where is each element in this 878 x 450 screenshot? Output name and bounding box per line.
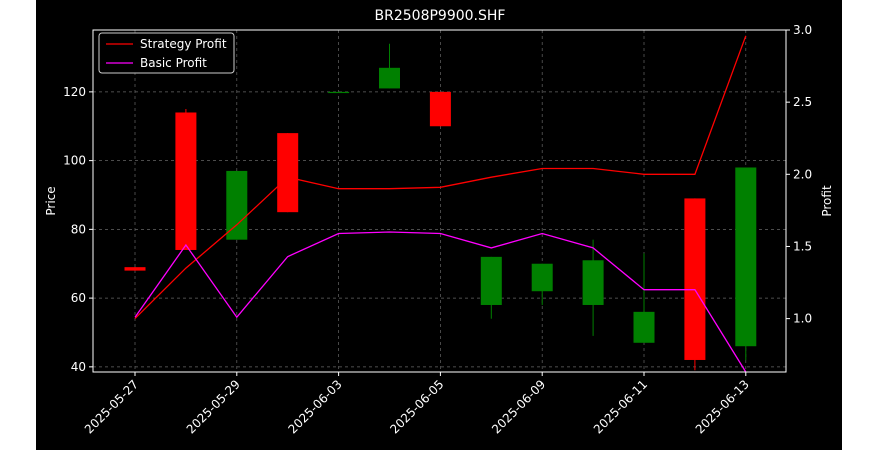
legend-label-basic: Basic Profit xyxy=(140,56,207,70)
y-left-tick-label-4: 120 xyxy=(63,85,86,99)
y-right-tick-label-3: 2.5 xyxy=(793,95,812,109)
y-left-tick-label-1: 60 xyxy=(71,291,86,305)
legend: Strategy Profit Basic Profit xyxy=(98,32,235,74)
y-axis-left-label: Price xyxy=(44,186,58,215)
y-right-tick-label-2: 2.0 xyxy=(793,167,812,181)
candle-body-3 xyxy=(277,133,299,213)
right-axis: 1.0 1.5 2.0 2.5 3.0 xyxy=(786,23,812,326)
y-left-tick-label-0: 40 xyxy=(71,360,86,374)
y-axis-right-label: Profit xyxy=(820,185,834,217)
candle-body-7 xyxy=(480,256,502,305)
candle-body-10 xyxy=(633,311,655,343)
legend-label-strategy: Strategy Profit xyxy=(140,37,227,51)
candle-body-5 xyxy=(379,67,400,89)
candle-body-2 xyxy=(226,170,248,240)
candle-body-11 xyxy=(684,198,706,360)
candle-body-0 xyxy=(124,267,146,271)
y-right-tick-label-4: 3.0 xyxy=(793,23,812,37)
plot-area xyxy=(93,30,786,372)
series-line-1 xyxy=(134,231,747,373)
y-right-tick-label-1: 1.5 xyxy=(793,239,812,253)
profit-lines xyxy=(134,35,747,373)
chart-title: BR2508P9900.SHF xyxy=(375,8,506,24)
candle-body-1 xyxy=(175,112,197,250)
candle-body-12 xyxy=(735,167,757,347)
series-line-0 xyxy=(134,35,747,320)
candle-body-4 xyxy=(328,91,350,94)
y-left-tick-label-3: 100 xyxy=(63,154,86,168)
y-right-tick-label-0: 1.0 xyxy=(793,312,812,326)
y-left-tick-label-2: 80 xyxy=(71,222,86,236)
candles xyxy=(124,43,757,371)
candle-body-8 xyxy=(531,263,553,292)
candle-body-9 xyxy=(582,260,604,305)
candle-body-6 xyxy=(429,91,451,127)
left-axis: 40 60 80 100 120 xyxy=(63,85,93,374)
plot-frame xyxy=(92,29,787,373)
